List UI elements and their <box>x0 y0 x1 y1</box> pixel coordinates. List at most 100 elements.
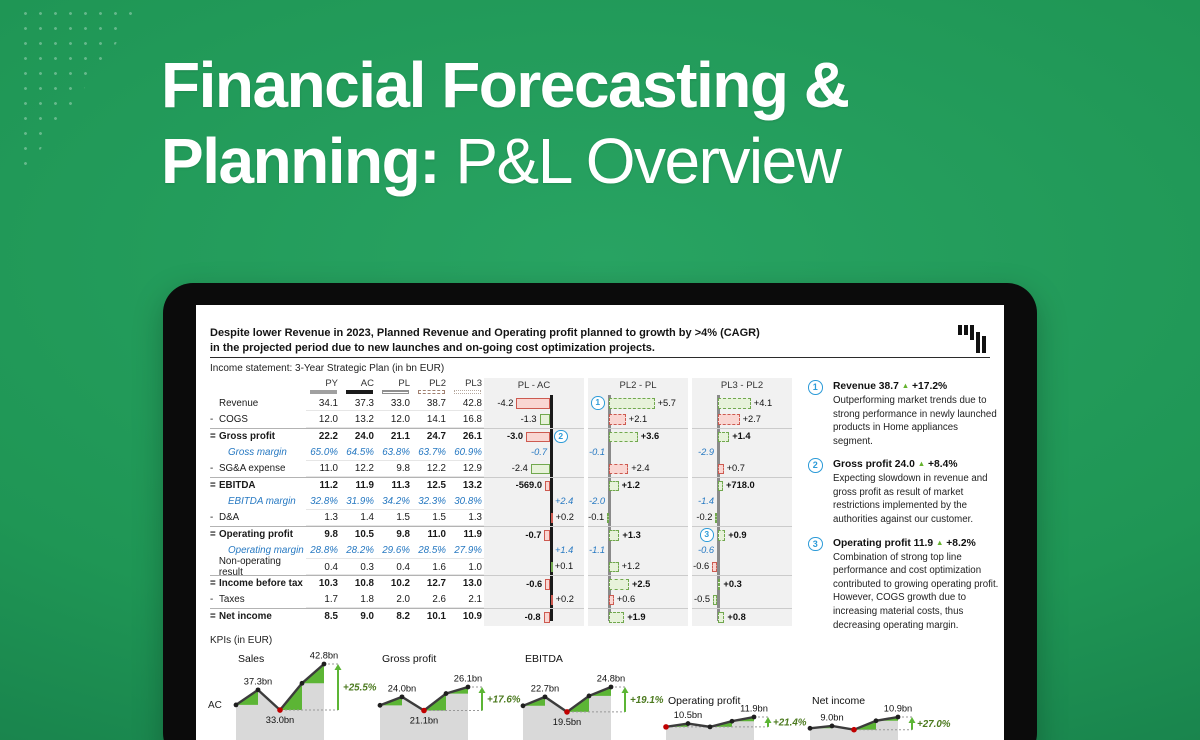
kpi-growth-wedge <box>589 687 611 696</box>
annotations-list: 1 Revenue 38.7 ▲ +17.2% Outperforming ma… <box>808 380 1000 643</box>
up-triangle-icon: ▲ <box>901 381 910 390</box>
variance-bar <box>718 431 730 443</box>
variance-row-non-operating-result: +0.1 <box>484 559 584 575</box>
value-cell: 16.8 <box>450 411 486 427</box>
value-cell: 28.5% <box>414 543 450 559</box>
variance-bar <box>545 579 550 590</box>
margin-variance-value: -1.4 <box>697 495 714 506</box>
kpi-title-ebitda: EBITDA <box>525 653 563 665</box>
column-header-pl2: PL2 <box>414 378 450 395</box>
variance-bar <box>718 463 724 475</box>
variance-bar <box>718 398 751 409</box>
variance-row-ebitda: +718.0 <box>692 476 792 493</box>
value-cell: 32.3% <box>414 493 450 509</box>
variance-row-d-a: +0.2 <box>484 510 584 526</box>
variance-bar <box>544 530 550 541</box>
variance-row-sg-a-expense: -2.4 <box>484 461 584 477</box>
column-header-pl3: PL3 <box>450 378 486 395</box>
scenario-marker-pl3 <box>454 390 481 394</box>
variance-bar <box>718 579 721 590</box>
row-label: COGS <box>219 414 248 426</box>
variance-value: +0.7 <box>726 463 745 474</box>
variance-row-revenue: +4.1 <box>692 395 792 411</box>
kpi-dot <box>377 702 383 708</box>
variance-value: +2.5 <box>632 578 651 589</box>
value-cell: 11.9 <box>355 480 374 492</box>
variance-bar <box>539 414 550 425</box>
kpi-end-value: 10.9bn <box>884 704 912 714</box>
table-row-sg-a-expense: - SG&A expense 11.0 12.2 9.8 12.2 12.9 <box>210 461 486 477</box>
row-label: Revenue <box>219 397 259 409</box>
table-row-ebitda-margin: EBITDA margin 32.8% 31.9% 34.2% 32.3% 30.8% <box>210 493 486 509</box>
value-cell: 1.0 <box>450 559 486 575</box>
kpi-min-value: 33.0bn <box>266 715 294 725</box>
kpi-growth-value: +27.0% <box>917 719 951 730</box>
kpi-growth-value: +17.6% <box>487 694 521 705</box>
value-cell: 2.1 <box>450 592 486 608</box>
margin-variance-value: -1.1 <box>588 545 605 556</box>
variance-row-operating-profit: +1.3 <box>588 526 688 542</box>
kpi-chart-net-income: 9.0bn 10.9bn +27.0% <box>807 704 951 740</box>
value-cell: 9.0 <box>360 611 374 623</box>
kpi-dot <box>520 703 526 709</box>
value-cell: 1.7 <box>306 592 342 608</box>
variance-row-operating-profit: -0.7 <box>484 526 584 542</box>
value-cell: 31.9% <box>342 493 378 509</box>
value-cell: 22.2 <box>318 430 338 442</box>
value-cell: 14.1 <box>414 411 450 427</box>
kpi-dot <box>707 724 713 730</box>
variance-value: +1.3 <box>622 529 641 540</box>
kpi-end-value: 24.8bn <box>597 674 625 684</box>
column-header-py: PY <box>306 378 342 395</box>
table-row-gross-profit: = Gross profit 22.2 24.0 21.1 24.7 26.1 <box>210 427 486 444</box>
variance-bar <box>718 530 726 541</box>
variance-row-cogs: -1.3 <box>484 411 584 427</box>
kpi-dot <box>321 661 327 667</box>
variance-value: -0.8 <box>524 611 541 622</box>
kpi-dot <box>608 684 614 690</box>
value-cell: 0.4 <box>378 559 414 575</box>
kpi-dot <box>729 718 735 724</box>
margin-variance-value: -0.7 <box>530 446 547 457</box>
value-cell: 38.7 <box>414 395 450 411</box>
row-label: Taxes <box>219 594 245 606</box>
value-cell: 0.3 <box>342 559 378 575</box>
variance-bar <box>530 463 550 475</box>
row-label: EBITDA <box>219 480 256 492</box>
variance-bar <box>516 398 550 409</box>
variance-bar <box>551 594 553 606</box>
variance-value: -0.5 <box>693 594 710 605</box>
table-row-income-before-tax: = Income before tax 10.3 10.8 10.2 12.7 13.0 <box>210 575 486 591</box>
value-cell: 8.5 <box>324 611 338 623</box>
row-label: Operating margin <box>228 545 304 557</box>
variance-value: +0.9 <box>728 529 747 540</box>
column-header-ac: AC <box>342 378 378 395</box>
variance-bar <box>609 612 625 623</box>
up-triangle-icon: ▲ <box>917 459 926 469</box>
variance-row-revenue: +5.7 1 <box>588 395 688 411</box>
table-row-cogs: - COGS 12.0 13.2 12.0 14.1 16.8 <box>210 411 486 427</box>
value-cell: 28.2% <box>342 543 378 559</box>
variance-row-income-before-tax: -0.6 <box>484 575 584 591</box>
value-cell: 33.0 <box>378 395 414 411</box>
value-cell: 37.3 <box>342 395 378 411</box>
variance-row-cogs: +2.1 <box>588 411 688 427</box>
variance-value: -0.2 <box>696 512 713 523</box>
annotation-marker-1: 1 <box>591 396 605 410</box>
value-cell: 12.5 <box>426 480 446 492</box>
kpi-title-net-income: Net income <box>812 695 866 707</box>
variance-value: +718.0 <box>726 480 755 491</box>
scenario-marker-pl <box>382 390 409 394</box>
variance-row-gross-margin: -2.9 <box>692 444 792 460</box>
kpi-dot <box>895 714 901 720</box>
value-cell: 10.2 <box>390 578 410 590</box>
zebra-bi-bars-logo <box>958 325 986 353</box>
value-cell: 11.0 <box>427 529 446 541</box>
variance-value: +0.2 <box>555 594 574 605</box>
kpi-chart-operating-profit: 10.5bn 11.9bn +21.4% <box>663 704 807 740</box>
kpi-chart-gross-profit: 24.0bn 21.1bn 26.1bn +17.6% <box>377 674 521 740</box>
annotation-3: 3 Operating profit 11.9 ▲ +8.2% Combinat… <box>808 536 1000 632</box>
table-row-d-a: - D&A 1.3 1.4 1.5 1.5 1.3 <box>210 510 486 526</box>
header-divider <box>210 357 990 358</box>
value-cell: 13.2 <box>342 411 378 427</box>
